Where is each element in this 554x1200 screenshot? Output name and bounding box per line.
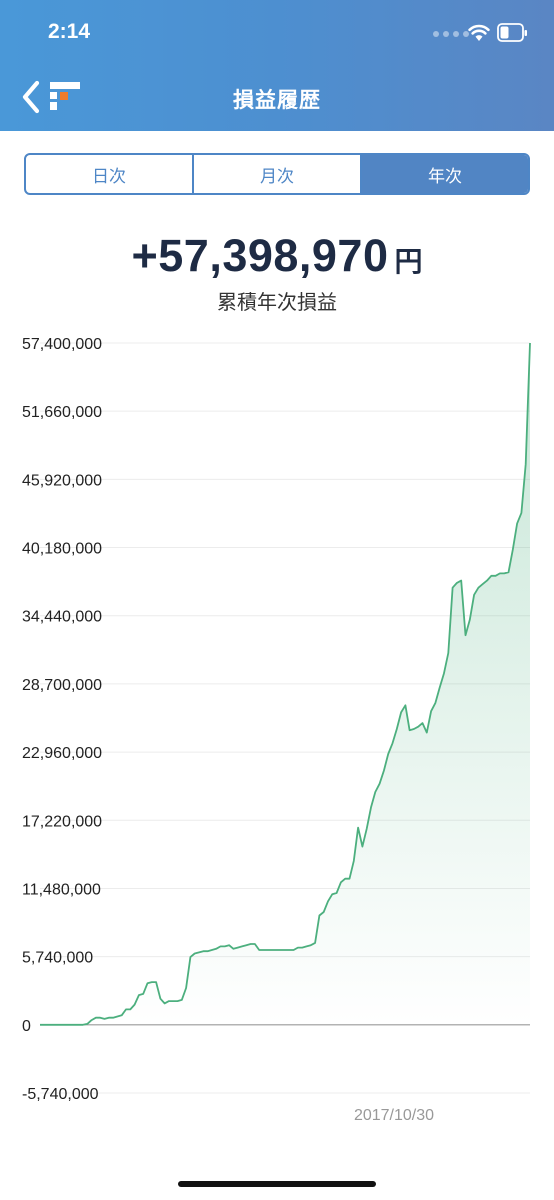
wifi-icon — [468, 24, 490, 41]
app-logo-icon[interactable] — [50, 82, 80, 112]
chart-series-line — [40, 342, 531, 1026]
battery-icon — [497, 23, 527, 42]
y-tick-label: 17,220,000 — [22, 813, 102, 830]
status-time: 2:14 — [48, 20, 91, 43]
x-tick-label: 2017/10/30 — [354, 1107, 434, 1124]
y-tick-label: 5,740,000 — [22, 950, 93, 967]
y-tick-label: 0 — [22, 1018, 31, 1035]
tab-yearly[interactable]: 年次 — [362, 155, 528, 193]
y-tick-label: 57,400,000 — [22, 336, 102, 353]
total-pnl-unit: 円 — [394, 246, 423, 277]
y-tick-label: 51,660,000 — [22, 404, 102, 421]
cellular-signal-icon — [433, 31, 469, 37]
period-segmented-control: 日次 月次 年次 — [24, 153, 530, 195]
y-tick-label: 34,440,000 — [22, 609, 102, 626]
pnl-chart[interactable]: 57,400,000 51,660,000 45,920,000 40,180,000… — [0, 320, 554, 1130]
y-tick-label: 45,920,000 — [22, 472, 102, 489]
total-pnl-value: +57,398,970 — [131, 230, 389, 281]
tab-daily[interactable]: 日次 — [26, 155, 194, 193]
y-tick-label: 11,480,000 — [22, 881, 101, 898]
y-tick-label: 28,700,000 — [22, 677, 102, 694]
y-tick-label: 22,960,000 — [22, 745, 102, 762]
back-chevron-icon[interactable] — [20, 80, 42, 114]
y-tick-label: 40,180,000 — [22, 541, 102, 558]
total-pnl: +57,398,970 円 — [0, 230, 554, 282]
tab-monthly[interactable]: 月次 — [194, 155, 362, 193]
y-axis-labels: 57,400,000 51,660,000 45,920,000 40,180,000… — [22, 336, 102, 1103]
app-header: 2:14 損益履歴 — [0, 0, 554, 131]
total-pnl-label: 累積年次損益 — [217, 290, 337, 314]
page-title: 損益履歴 — [233, 88, 321, 112]
y-tick-label: -5,740,000 — [22, 1086, 99, 1103]
home-indicator — [178, 1181, 376, 1187]
x-axis-labels: 2017/10/30 — [354, 1107, 434, 1124]
chart-area-fill — [40, 343, 530, 1025]
